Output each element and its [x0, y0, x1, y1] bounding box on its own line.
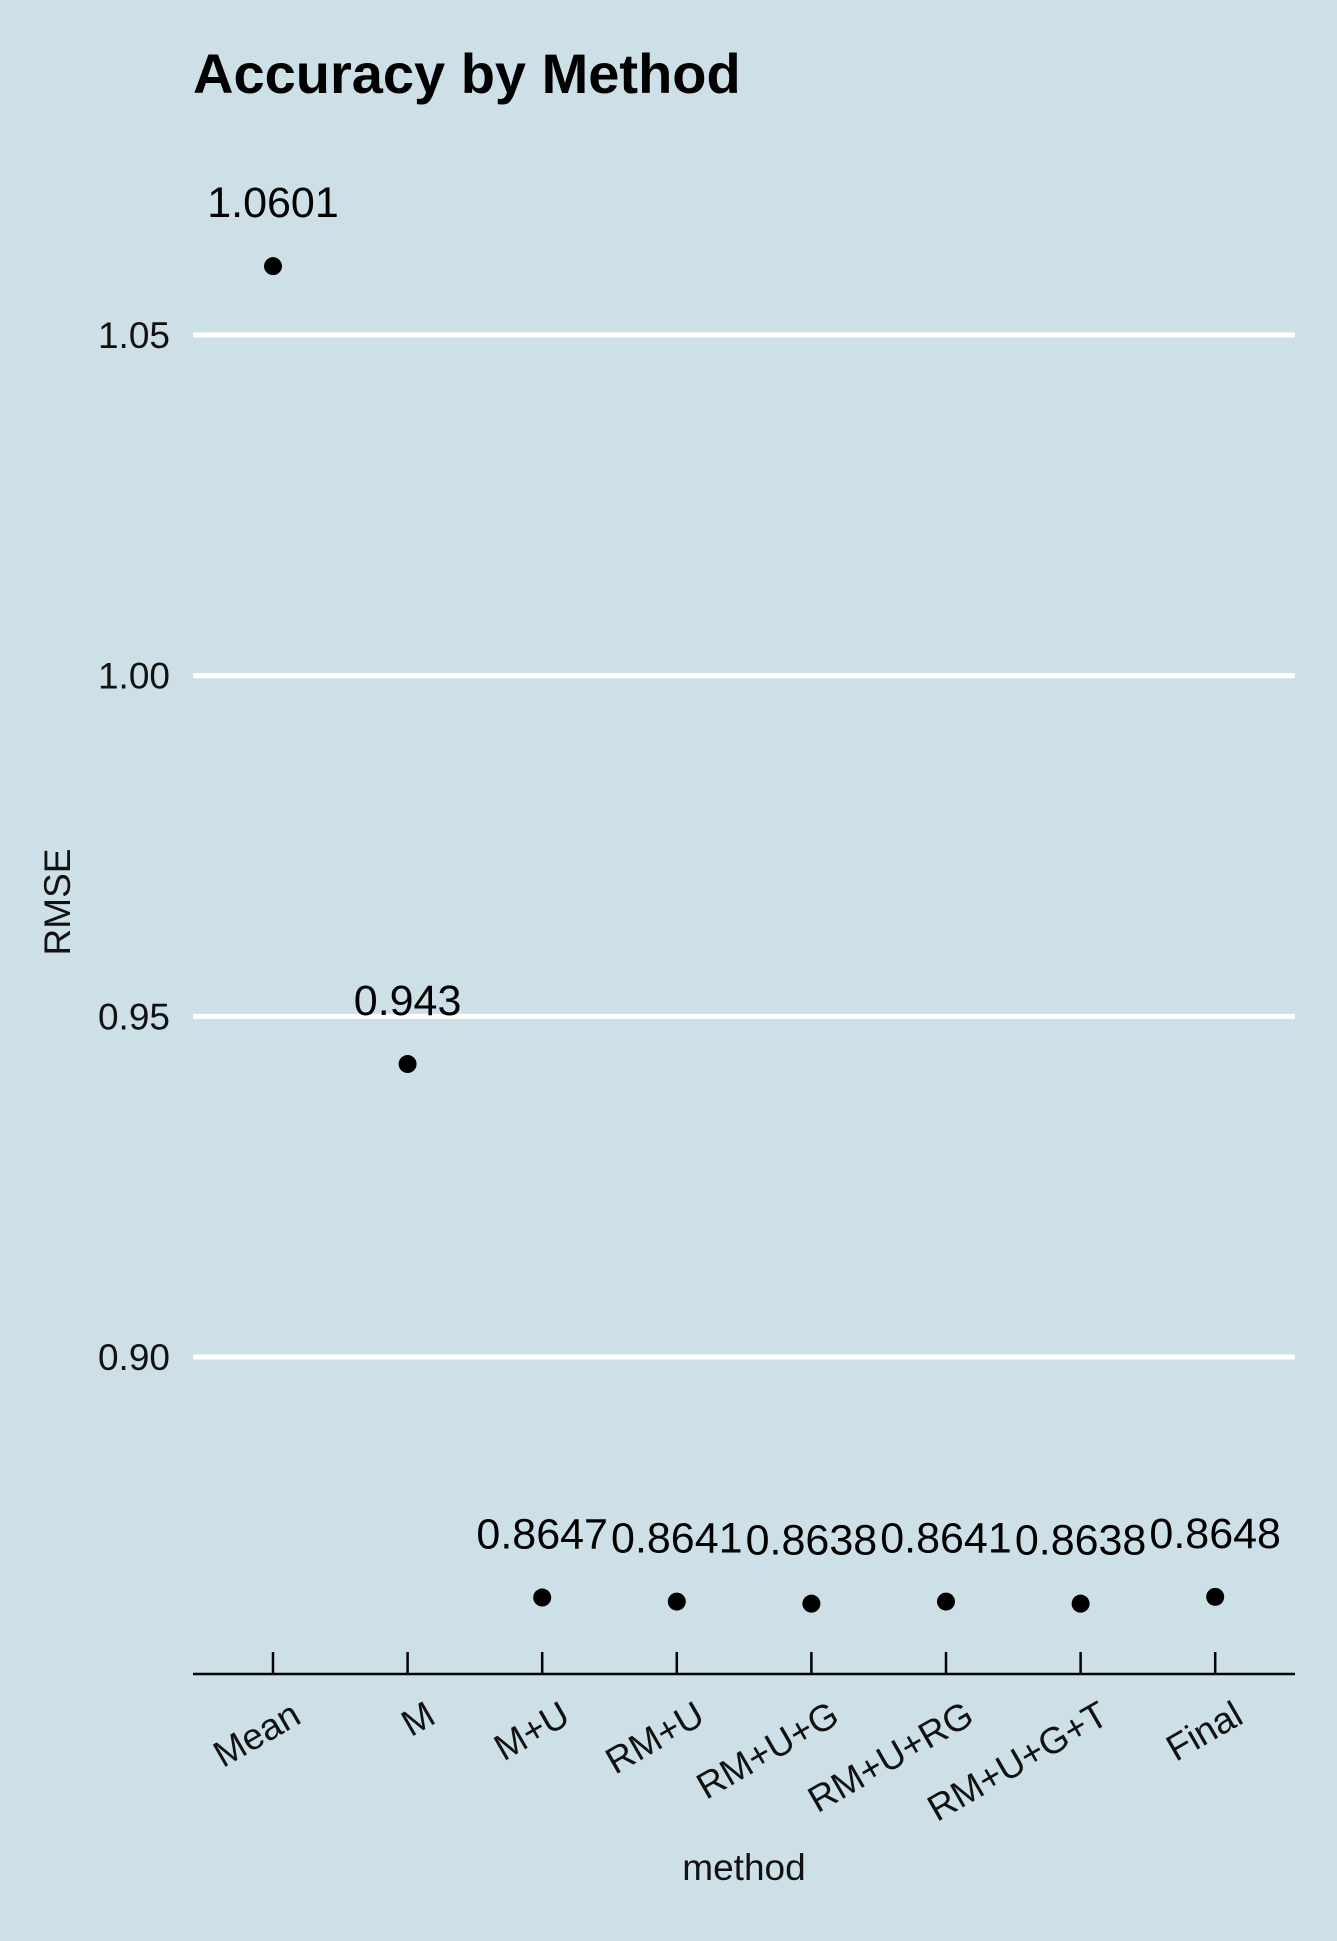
data-point [802, 1594, 821, 1613]
y-tick-label: 1.05 [98, 315, 170, 356]
data-point [1206, 1587, 1225, 1606]
data-label: 0.8641 [611, 1515, 743, 1563]
data-label: 0.8638 [746, 1517, 878, 1565]
data-label: 1.0601 [207, 179, 339, 227]
data-point [398, 1055, 417, 1074]
gridlines [193, 332, 1295, 1360]
data-point [264, 257, 282, 276]
y-tick-label: 0.95 [98, 996, 170, 1037]
chart-title: Accuracy by Method [193, 42, 741, 105]
data-label: 0.8647 [476, 1511, 608, 1559]
data-label: 0.8648 [1149, 1510, 1281, 1558]
y-axis-title: RMSE [37, 849, 78, 956]
y-tick-label: 0.90 [98, 1337, 170, 1378]
data-point [937, 1592, 955, 1611]
data-point [1071, 1594, 1090, 1613]
data-label: 0.8638 [1015, 1517, 1147, 1565]
data-label: 0.943 [354, 977, 462, 1025]
data-point [667, 1592, 686, 1611]
x-axis-title: method [682, 1847, 805, 1888]
data-label: 0.8641 [880, 1515, 1012, 1563]
data-points [264, 257, 1225, 1613]
y-tick-labels: 0.90 0.95 1.00 1.05 [98, 315, 170, 1378]
y-tick-label: 1.00 [98, 656, 170, 697]
data-point [533, 1588, 552, 1607]
